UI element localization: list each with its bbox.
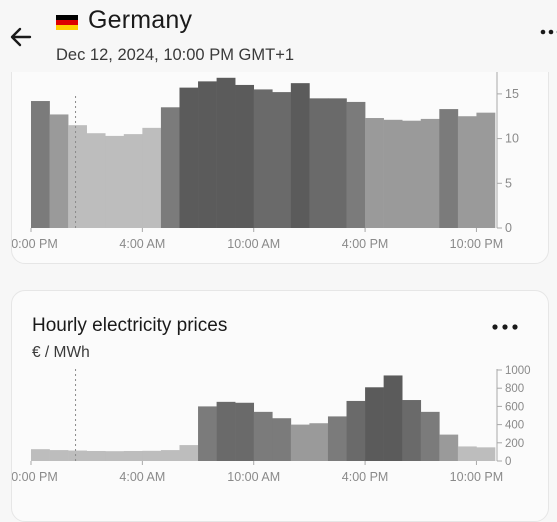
datetime-label: Dec 12, 2024, 10:00 PM GMT+1 <box>56 46 294 65</box>
bar <box>161 107 180 228</box>
bar <box>254 412 273 461</box>
bar <box>439 109 458 228</box>
bar <box>124 134 143 228</box>
back-arrow-icon[interactable] <box>8 24 34 50</box>
bar <box>31 101 50 228</box>
more-horizontal-icon[interactable] <box>539 25 557 39</box>
flag-stripe-gold <box>56 25 78 30</box>
bar <box>235 403 254 461</box>
page-title: Germany <box>88 6 192 35</box>
bar <box>105 451 124 461</box>
bar <box>272 418 291 461</box>
chart-bottom: 0 200 400 600 800 1000 10:00 PM 4:00 AM 10:00 AM… <box>12 291 548 521</box>
y-tick-label: 10 <box>505 132 519 146</box>
bar <box>328 98 347 228</box>
bar <box>458 446 477 461</box>
bar <box>50 114 69 228</box>
bar <box>402 121 421 228</box>
x-tick-label: 10:00 PM <box>450 237 504 251</box>
bar <box>235 85 254 228</box>
x-tick-label: 10:00 AM <box>227 470 280 484</box>
y-tick-label: 1000 <box>505 365 531 377</box>
chart-top: 0 5 10 15 10:00 PM 4:00 AM 10:00 AM 4:00 PM 10:0… <box>12 41 548 263</box>
bar <box>198 406 217 461</box>
bar <box>272 92 291 228</box>
bar <box>384 120 403 228</box>
bar <box>439 435 458 461</box>
bar <box>31 449 50 461</box>
bar <box>365 387 384 461</box>
bar <box>198 81 217 228</box>
bar <box>476 447 495 461</box>
bar <box>291 425 310 461</box>
bar <box>384 375 403 461</box>
bar <box>402 400 421 461</box>
x-tick-label: 10:00 PM <box>12 470 58 484</box>
bar <box>142 451 161 461</box>
bar <box>365 118 384 228</box>
bar <box>179 88 198 228</box>
y-tick-label: 800 <box>505 383 524 395</box>
bar <box>105 136 124 228</box>
y-tick-label: 5 <box>505 176 512 190</box>
x-tick-label: 4:00 AM <box>119 470 165 484</box>
bar <box>124 451 143 461</box>
bar <box>328 416 347 461</box>
bar <box>458 116 477 228</box>
y-tick-label: 0 <box>505 456 511 468</box>
bar <box>179 445 198 461</box>
x-tick-label: 10:00 PM <box>12 237 58 251</box>
x-tick-label: 4:00 AM <box>119 237 165 251</box>
bar <box>68 125 87 228</box>
y-tick-label: 0 <box>505 221 512 235</box>
y-tick-label: 200 <box>505 438 524 450</box>
y-tick-label: 400 <box>505 420 524 432</box>
bar <box>421 119 440 228</box>
chart-card-top: 0 5 10 15 10:00 PM 4:00 AM 10:00 AM 4:00 PM 10:0… <box>11 40 549 264</box>
y-tick-label: 15 <box>505 87 519 101</box>
bar <box>254 89 273 228</box>
bar <box>476 113 495 228</box>
x-tick-label: 4:00 PM <box>342 237 389 251</box>
bar <box>87 451 106 461</box>
bar <box>309 98 328 228</box>
y-tick-label: 600 <box>505 401 524 413</box>
x-tick-label: 10:00 AM <box>227 237 280 251</box>
bar <box>217 78 236 228</box>
bar <box>50 450 69 461</box>
top-app-bar: Germany Dec 12, 2024, 10:00 PM GMT+1 <box>0 0 557 72</box>
bar <box>87 133 106 228</box>
x-tick-label: 10:00 PM <box>450 470 504 484</box>
bar <box>347 102 366 228</box>
bar <box>161 450 180 461</box>
bar <box>217 402 236 461</box>
bar <box>291 83 310 228</box>
x-tick-label: 4:00 PM <box>342 470 389 484</box>
bar <box>421 412 440 461</box>
bar <box>347 401 366 461</box>
bar <box>142 128 161 228</box>
bar <box>68 451 87 461</box>
bar <box>309 423 328 461</box>
flag-germany-icon <box>56 15 78 30</box>
